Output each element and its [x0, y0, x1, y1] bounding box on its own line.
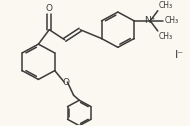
Text: N⁺: N⁺ [144, 16, 156, 25]
Text: CH₃: CH₃ [159, 32, 173, 41]
Text: CH₃: CH₃ [164, 16, 178, 25]
Text: CH₃: CH₃ [159, 1, 173, 10]
Text: O: O [63, 78, 70, 87]
Text: I⁻: I⁻ [175, 50, 184, 60]
Text: O: O [46, 4, 53, 13]
